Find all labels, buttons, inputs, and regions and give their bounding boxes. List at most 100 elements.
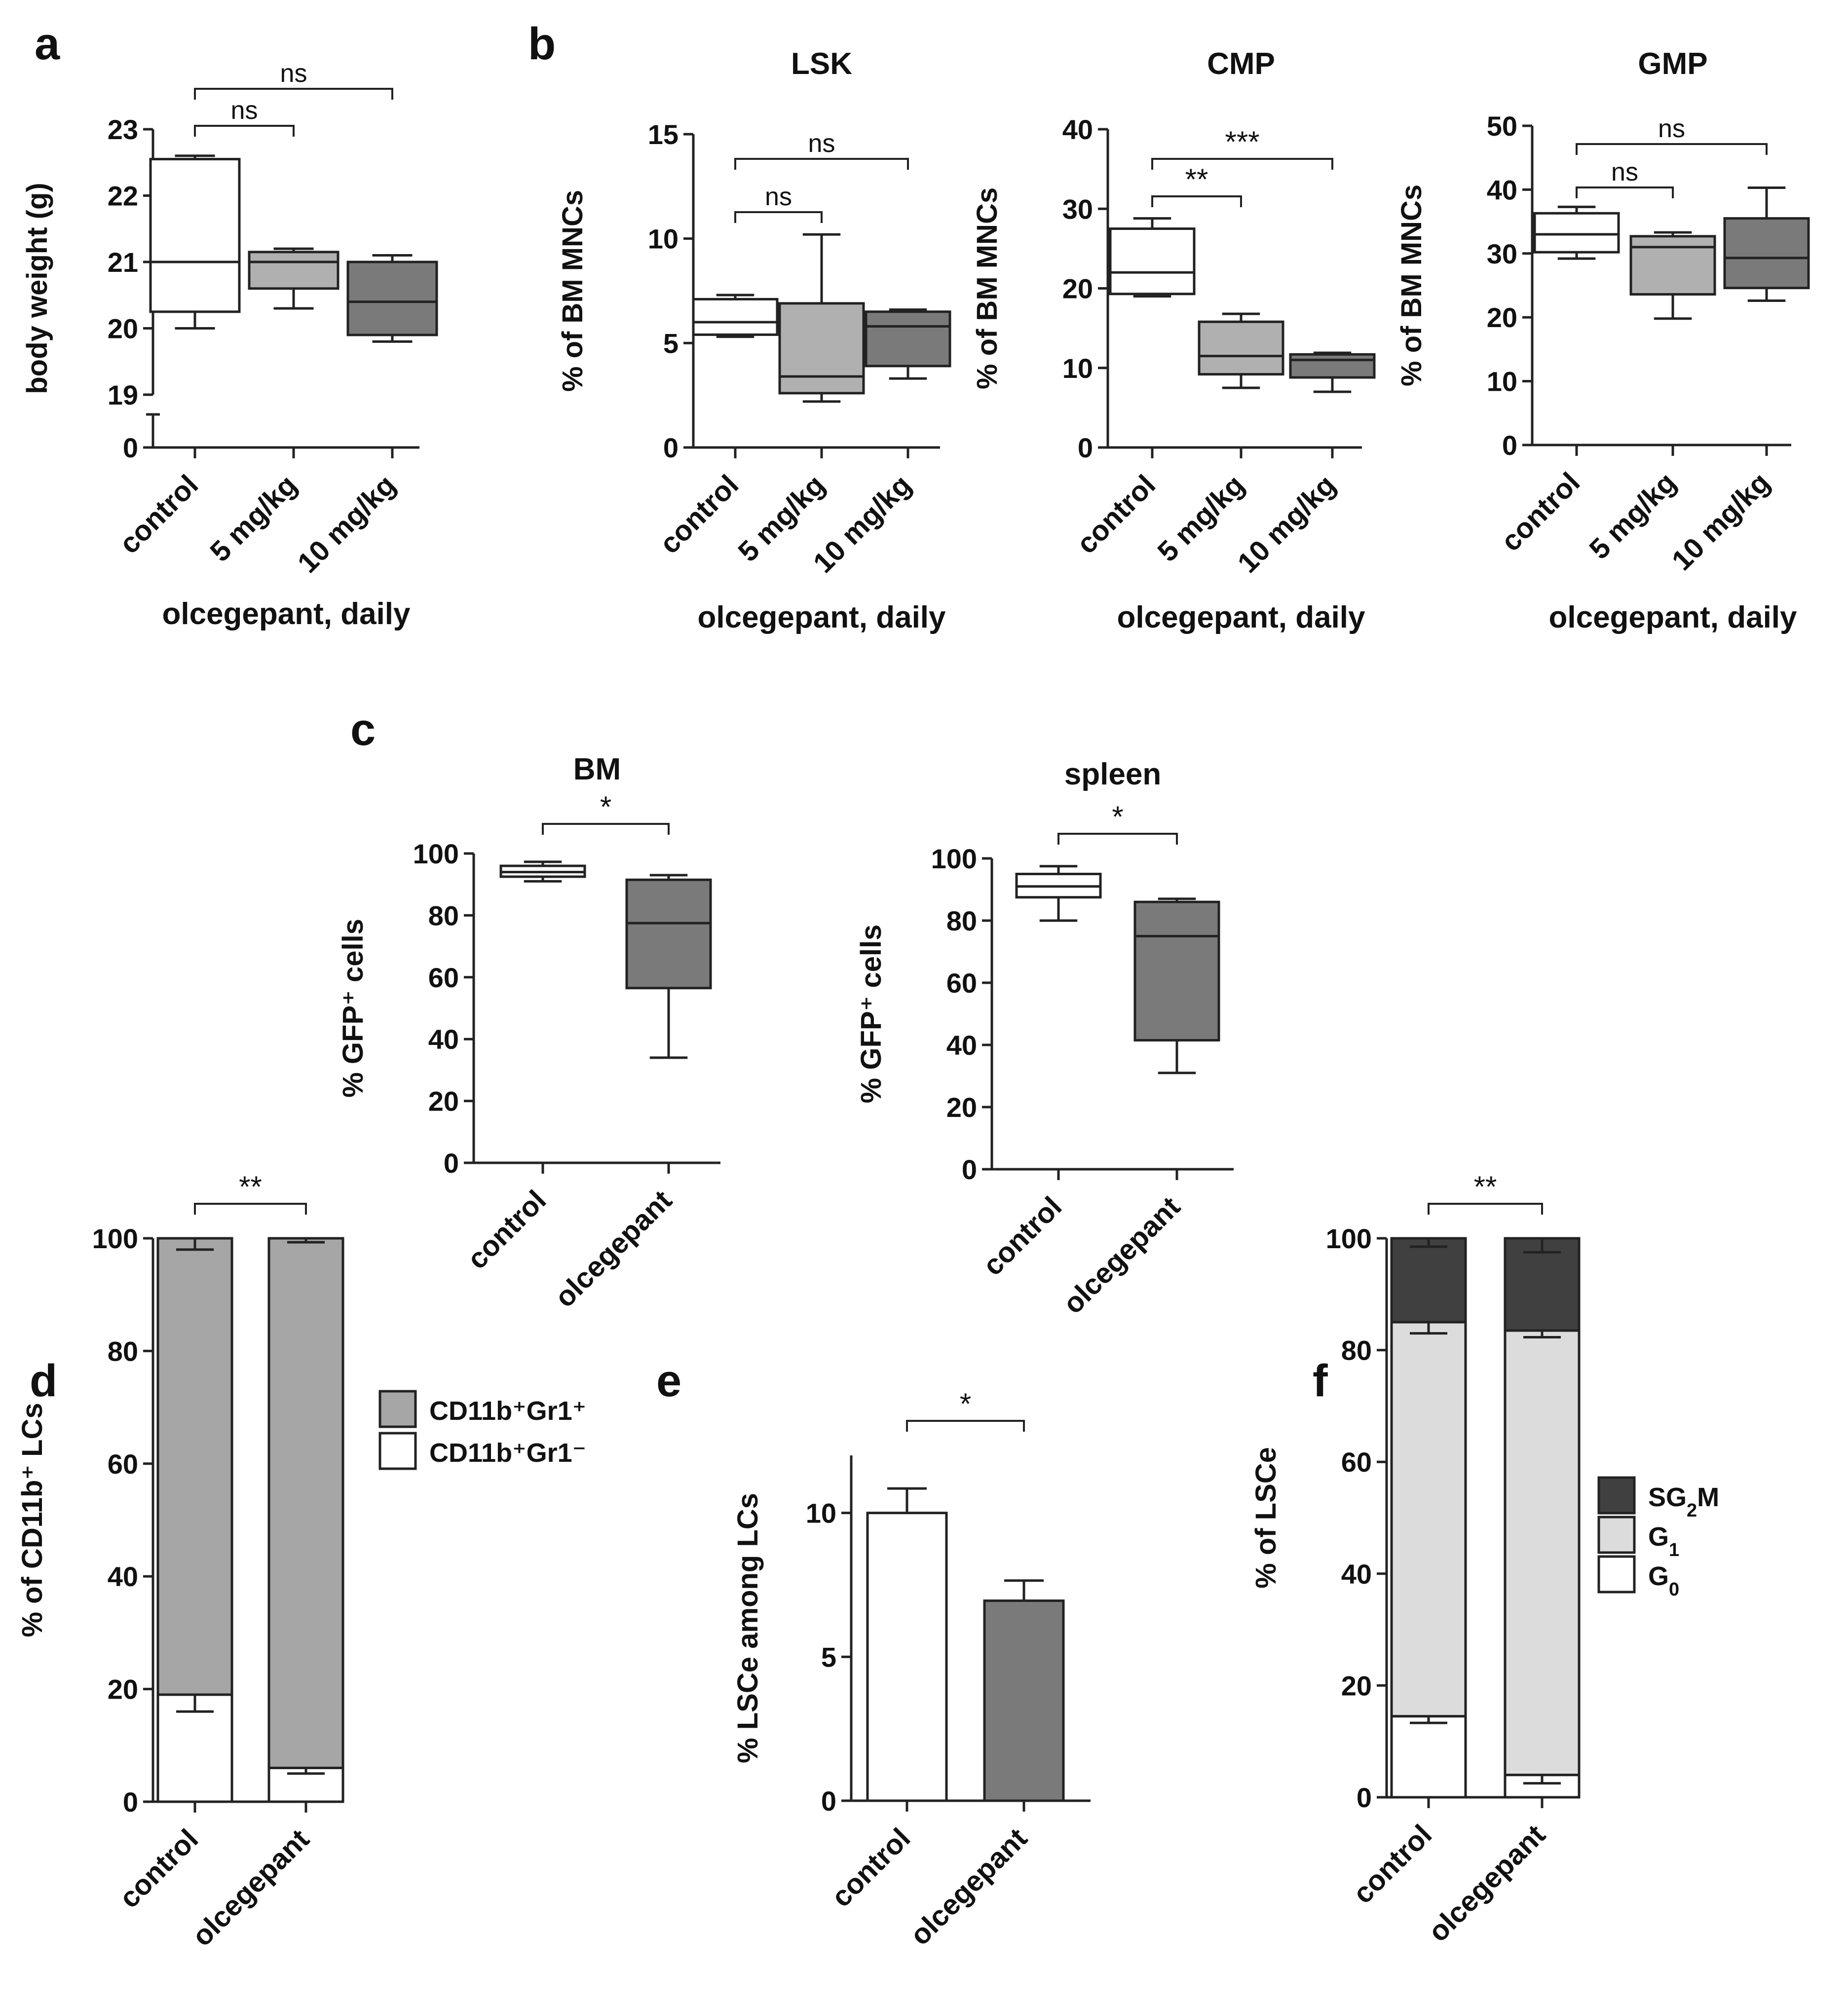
box-control	[692, 297, 779, 336]
y-tick-label: 10	[1062, 353, 1093, 384]
y-tick-label: 5	[663, 328, 679, 359]
chart-panel-c-spleen: spleen 0 20 40 60 80 100 % GFP⁺ cells contrololc…	[855, 757, 1234, 1320]
stack-segment-gr1pos	[267, 1237, 344, 1769]
y-tick-label: 60	[428, 962, 459, 993]
y-tick-label: 10	[806, 1498, 836, 1529]
chart-title: GMP	[1638, 47, 1707, 81]
y-tick-label: 100	[92, 1223, 138, 1254]
x-category-label: control	[461, 1184, 552, 1275]
y-tick-label: 80	[946, 905, 977, 936]
significance-bracket	[194, 88, 393, 100]
y-tick-label: 10	[1487, 366, 1517, 397]
box-5-mg/kg	[778, 302, 865, 395]
y-tick-label: 21	[108, 247, 138, 278]
legend-swatch	[378, 1390, 417, 1428]
significance-bracket	[1057, 833, 1178, 845]
x-category-label: 5 mg/kg	[1583, 466, 1682, 565]
box-10-mg/kg	[346, 260, 438, 336]
x-category-label: control	[1495, 466, 1586, 557]
stack-segment-sg2m	[1504, 1237, 1581, 1332]
significance-label: ns	[1611, 158, 1638, 186]
x-axis-label: olcegepant, daily	[162, 597, 411, 631]
y-tick-label: 0	[1078, 432, 1093, 463]
significance-label: *	[1112, 800, 1123, 833]
legend-label: CD11b⁺Gr1⁻	[429, 1438, 586, 1468]
chart-title: LSK	[791, 47, 852, 81]
x-axis-label: olcegepant, daily	[1117, 600, 1365, 634]
legend-swatch	[1597, 1516, 1636, 1554]
x-category-label: olcegepant	[1057, 1190, 1186, 1320]
stack-segment-g1	[1504, 1329, 1581, 1777]
panel-letter-b: b	[528, 19, 556, 69]
y-tick-label: 50	[1487, 111, 1517, 142]
y-tick-label: 20	[428, 1086, 459, 1117]
y-tick-label: 15	[648, 119, 679, 150]
y-tick-label: 0	[1502, 430, 1517, 461]
significance-bracket	[194, 1203, 307, 1215]
y-tick-label: 40	[1487, 174, 1517, 205]
y-tick-label: 100	[931, 843, 977, 874]
x-category-label: 10 mg/kg	[1665, 466, 1776, 577]
y-tick-label: 20	[1341, 1670, 1372, 1701]
box-control	[1533, 212, 1620, 254]
y-axis-label: % LSCe among LCs	[732, 1493, 764, 1763]
y-tick-label: 22	[108, 181, 138, 212]
chart-panel-a-0: a 0 19 20 21 22 23 body weight (g) control 5 mg/k…	[21, 19, 438, 631]
chart-panel-c-bm: c BM 0 20 40 60 80 100 % GFP⁺ cells contrololcege…	[337, 705, 720, 1314]
box-5-mg/kg	[1198, 320, 1284, 376]
y-tick-label: 30	[1062, 193, 1093, 224]
y-axis-label: % of BM MNCs	[557, 190, 589, 392]
x-category-label: control	[653, 469, 745, 560]
panel-letter-f: f	[1313, 1356, 1328, 1406]
panel-letter-c: c	[350, 705, 376, 755]
y-tick-label: 0	[123, 432, 138, 463]
significance-bracket	[1151, 158, 1333, 170]
significance-label: *	[600, 790, 611, 823]
x-category-label: olcegepant	[549, 1184, 678, 1313]
significance-label: **	[1474, 1170, 1497, 1203]
y-tick-label: 20	[946, 1092, 977, 1123]
x-category-label: olcegepant	[1422, 1818, 1551, 1948]
y-tick-label: 40	[428, 1024, 459, 1055]
chart-title: CMP	[1207, 47, 1275, 81]
bar-control	[866, 1512, 948, 1802]
legend-label: G1	[1648, 1522, 1679, 1560]
x-category-label: 10 mg/kg	[291, 469, 402, 579]
significance-label: ns	[231, 96, 258, 125]
y-axis-label: % GFP⁺ cells	[855, 925, 887, 1104]
significance-label: ns	[808, 129, 835, 158]
y-axis-label: % of LSCe	[1250, 1447, 1282, 1589]
x-category-label: olcegepant	[186, 1823, 315, 1952]
y-tick-label: 40	[108, 1561, 138, 1592]
chart-title: BM	[573, 752, 621, 786]
y-tick-label: 19	[108, 379, 138, 410]
y-axis-label: % of BM MNCs	[1395, 185, 1428, 386]
significance-bracket	[1151, 195, 1242, 207]
significance-bracket	[1576, 186, 1674, 198]
significance-bracket	[906, 1420, 1025, 1432]
box-5-mg/kg	[248, 251, 339, 290]
box-5-mg/kg	[1629, 235, 1716, 296]
legend-swatch	[1597, 1555, 1636, 1594]
x-axis-label: olcegepant, daily	[1548, 600, 1797, 634]
y-tick-label: 20	[1062, 273, 1093, 304]
y-tick-label: 23	[108, 114, 138, 145]
panel-letter-e: e	[656, 1356, 681, 1406]
significance-bracket	[1576, 143, 1768, 155]
chart-title: spleen	[1064, 757, 1161, 791]
y-tick-label: 30	[1487, 238, 1517, 269]
y-tick-label: 60	[1341, 1447, 1372, 1478]
box-control	[1109, 227, 1196, 296]
y-tick-label: 20	[1487, 302, 1517, 333]
x-category-label: control	[113, 1823, 204, 1914]
y-tick-label: 100	[413, 838, 459, 869]
y-tick-label: 0	[1357, 1782, 1372, 1813]
y-tick-label: 40	[1341, 1558, 1372, 1590]
x-category-label: control	[825, 1822, 916, 1913]
bar-olcegepant	[983, 1599, 1065, 1802]
legend-label: G0	[1648, 1561, 1679, 1600]
